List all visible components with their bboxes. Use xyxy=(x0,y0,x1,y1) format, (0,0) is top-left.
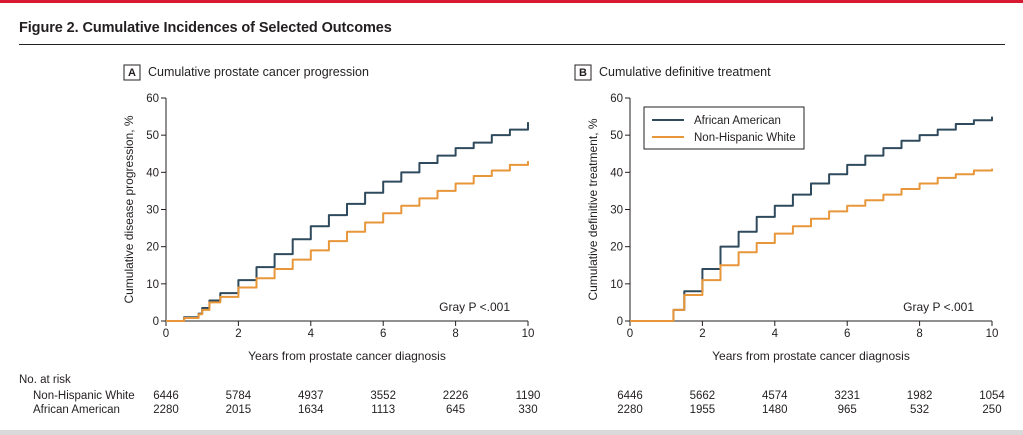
y-tick-label: 50 xyxy=(146,130,159,142)
x-axis-title: Years from prostate cancer diagnosis xyxy=(712,349,910,363)
series-line-non-hispanic-white xyxy=(630,168,993,322)
risk-value: 1480 xyxy=(762,404,788,416)
x-tick-label: 0 xyxy=(627,328,633,340)
panel-letter: B xyxy=(579,67,587,79)
risk-value: 532 xyxy=(910,404,930,416)
risk-value: 1190 xyxy=(515,390,541,402)
x-tick-label: 6 xyxy=(380,328,386,340)
y-tick-label: 40 xyxy=(610,167,623,179)
x-tick-label: 8 xyxy=(916,328,922,340)
y-tick-label: 10 xyxy=(146,279,159,291)
panel-letter: A xyxy=(128,67,136,79)
risk-value: 1113 xyxy=(371,404,396,416)
risk-value: 3552 xyxy=(370,390,396,402)
x-tick-label: 6 xyxy=(844,328,850,340)
y-tick-label: 20 xyxy=(610,242,623,254)
title-rule xyxy=(19,44,1005,45)
y-tick-label: 50 xyxy=(610,130,623,142)
y-tick-label: 10 xyxy=(610,279,623,291)
risk-value: 1955 xyxy=(689,404,716,416)
risk-value: 2226 xyxy=(442,390,469,402)
legend-label: African American xyxy=(694,115,781,127)
risk-value: 330 xyxy=(518,404,538,416)
risk-value: 5662 xyxy=(689,390,716,402)
panel-title: Cumulative prostate cancer progression xyxy=(148,65,369,79)
risk-value: 3231 xyxy=(834,390,860,402)
risk-value: 6446 xyxy=(153,390,179,402)
y-tick-label: 0 xyxy=(617,316,623,328)
y-tick-label: 60 xyxy=(610,93,623,105)
y-tick-label: 30 xyxy=(146,205,159,217)
legend-label: Non-Hispanic White xyxy=(694,132,796,144)
p-value-annotation: Gray P <.001 xyxy=(903,300,974,314)
risk-value: 2280 xyxy=(153,404,179,416)
x-tick-label: 2 xyxy=(699,328,705,340)
top-accent-bar xyxy=(0,0,1023,3)
risk-value: 645 xyxy=(446,404,466,416)
series-line-non-hispanic-white xyxy=(166,161,529,322)
risk-row-label-aa: African American xyxy=(33,404,120,416)
figure-title: Figure 2. Cumulative Incidences of Selec… xyxy=(19,20,392,36)
risk-value: 2280 xyxy=(617,404,643,416)
y-tick-label: 40 xyxy=(146,167,159,179)
risk-row-label-nhw: Non-Hispanic White xyxy=(33,390,135,402)
x-tick-label: 4 xyxy=(308,328,315,340)
x-tick-label: 0 xyxy=(163,328,169,340)
p-value-annotation: Gray P <.001 xyxy=(439,300,510,314)
y-tick-label: 30 xyxy=(610,205,623,217)
x-tick-label: 4 xyxy=(772,328,779,340)
panel-letter-box xyxy=(574,64,592,81)
risk-value: 1054 xyxy=(979,390,1005,402)
risk-value: 2015 xyxy=(225,404,252,416)
legend-box xyxy=(643,106,805,150)
panel-letter-box xyxy=(123,64,141,81)
risk-value: 4937 xyxy=(298,390,324,402)
y-axis-title: Cumulative disease progression, % xyxy=(122,115,136,303)
x-tick-label: 10 xyxy=(986,328,999,340)
risk-value: 965 xyxy=(837,404,857,416)
y-tick-label: 0 xyxy=(153,316,159,328)
y-tick-label: 20 xyxy=(146,242,159,254)
risk-value: 1634 xyxy=(298,404,324,416)
x-tick-label: 8 xyxy=(452,328,458,340)
x-tick-label: 10 xyxy=(522,328,535,340)
x-axis-title: Years from prostate cancer diagnosis xyxy=(248,349,446,363)
risk-value: 4574 xyxy=(762,390,788,402)
risk-value: 1982 xyxy=(906,390,933,402)
risk-value: 5784 xyxy=(225,390,252,402)
x-tick-label: 2 xyxy=(235,328,241,340)
risk-value: 6446 xyxy=(617,390,643,402)
risk-value: 250 xyxy=(982,404,1002,416)
panel-title: Cumulative definitive treatment xyxy=(599,65,771,79)
y-axis-title: Cumulative definitive treatment, % xyxy=(586,118,600,300)
y-tick-label: 60 xyxy=(146,93,159,105)
risk-table-header: No. at risk xyxy=(19,374,71,386)
bottom-bar xyxy=(0,430,1023,435)
